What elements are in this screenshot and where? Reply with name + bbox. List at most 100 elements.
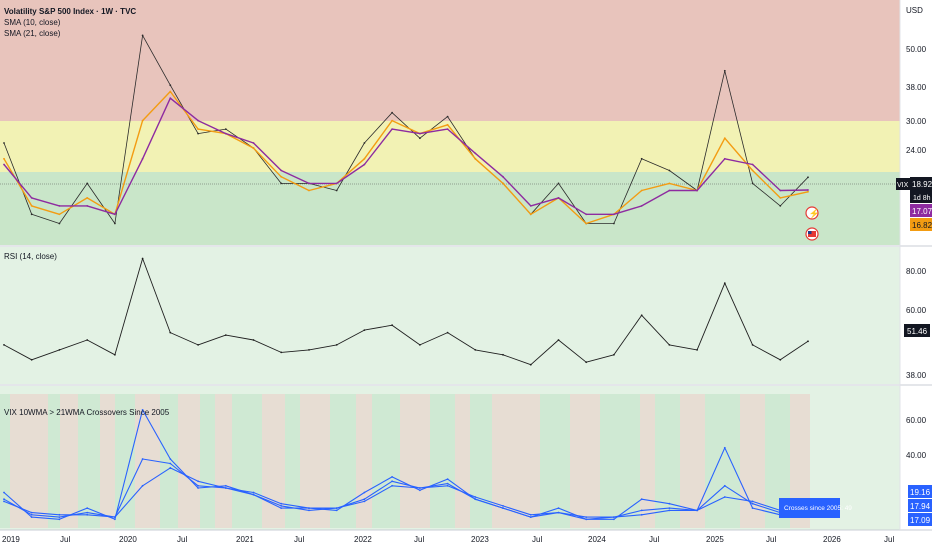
data-point: [668, 502, 671, 505]
data-point: [696, 349, 698, 351]
data-point: [58, 516, 61, 518]
data-point: [197, 484, 200, 487]
last-price-value: 18.92: [912, 180, 932, 189]
data-point: [363, 491, 366, 494]
data-point: [86, 182, 89, 185]
data-point: [613, 353, 615, 356]
vix-panel-tick: 40.00: [906, 451, 927, 460]
crossover-band: [215, 394, 232, 528]
data-point: [502, 505, 504, 507]
data-point: [363, 500, 366, 503]
crossover-band: [160, 394, 178, 528]
data-point: [751, 163, 754, 166]
data-point: [502, 353, 504, 356]
crossover-bands: [0, 394, 810, 528]
data-point: [613, 213, 615, 216]
data-point: [197, 487, 200, 489]
data-point: [308, 349, 310, 351]
data-point: [86, 513, 89, 516]
data-point: [585, 518, 588, 521]
vix-crossover-legend[interactable]: VIX 10WMA > 21WMA Crossovers Since 2005: [4, 408, 170, 417]
series-line-2-2: [3, 467, 809, 518]
data-point: [640, 189, 643, 192]
data-point: [446, 123, 449, 126]
data-point: [30, 358, 33, 361]
crossover-band: [640, 394, 655, 528]
series-line-0-0: [3, 35, 809, 224]
data-point: [723, 69, 726, 72]
time-tick: Jul: [60, 535, 70, 544]
crossover-band: [600, 394, 640, 528]
series-line-0-1: [3, 90, 809, 225]
data-point: [141, 34, 144, 37]
data-point: [224, 132, 227, 135]
vix-panel-value: 17.09: [910, 516, 931, 525]
data-point: [114, 353, 116, 356]
data-point: [30, 516, 33, 518]
crossover-band: [200, 394, 215, 528]
data-point: [3, 498, 5, 501]
data-point: [502, 182, 504, 185]
time-tick: Jul: [884, 535, 894, 544]
data-point: [58, 513, 61, 516]
sma21-legend[interactable]: SMA (21, close): [4, 29, 61, 38]
lightning-icon: ⚡: [809, 208, 820, 220]
flag-stripes-icon: [808, 231, 816, 237]
rsi-tick: 38.00: [906, 371, 927, 380]
data-point: [640, 314, 643, 317]
rsi-legend[interactable]: RSI (14, close): [4, 252, 57, 261]
crossover-band: [680, 394, 705, 528]
data-point: [363, 163, 366, 166]
data-point: [613, 222, 615, 225]
time-axis[interactable]: 2019 Jul 2020 Jul 2021 Jul 2022 Jul 2023…: [2, 535, 894, 544]
time-tick: Jul: [649, 535, 659, 544]
crossover-band: [78, 394, 100, 528]
data-point: [252, 493, 255, 496]
rsi-value: 51.46: [907, 327, 928, 336]
data-point: [363, 329, 366, 331]
data-point: [446, 128, 449, 131]
time-tick: 2020: [119, 535, 137, 544]
data-point: [419, 489, 421, 492]
data-point: [3, 142, 5, 144]
data-point: [446, 115, 449, 118]
data-point: [197, 128, 200, 131]
earnings-event-icon[interactable]: [805, 206, 819, 220]
data-point: [751, 502, 754, 505]
data-point: [391, 480, 393, 483]
flag-canton-icon: [808, 231, 812, 234]
data-point: [446, 478, 449, 480]
data-point: [474, 349, 477, 351]
data-point: [557, 511, 560, 514]
data-point: [280, 182, 283, 185]
data-point: [224, 484, 227, 487]
crossover-band: [178, 394, 200, 528]
data-point: [529, 516, 532, 518]
data-point: [723, 137, 726, 140]
sma21-price-value: 17.07: [912, 207, 932, 216]
data-point: [779, 197, 782, 199]
data-point: [446, 331, 449, 334]
sma10-legend[interactable]: SMA (10, close): [4, 18, 61, 27]
data-point: [751, 182, 754, 185]
series-line-0-2: [3, 97, 809, 216]
data-point: [141, 119, 144, 122]
data-point: [335, 509, 338, 512]
crossover-band: [262, 394, 285, 528]
data-point: [529, 213, 532, 216]
data-point: [419, 344, 421, 346]
data-point: [668, 169, 671, 172]
data-point: [224, 487, 227, 489]
price-tick: 38.00: [906, 83, 927, 92]
data-point: [668, 189, 671, 192]
last-price-badge: [910, 177, 932, 191]
data-point: [446, 484, 449, 487]
symbol-title[interactable]: Volatility S&P 500 Index · 1W · TVC: [4, 7, 137, 16]
data-point: [169, 331, 172, 334]
data-point: [335, 507, 338, 509]
data-point: [141, 257, 144, 260]
data-point: [779, 189, 782, 192]
time-tick: 2023: [471, 535, 489, 544]
data-point: [86, 511, 89, 514]
